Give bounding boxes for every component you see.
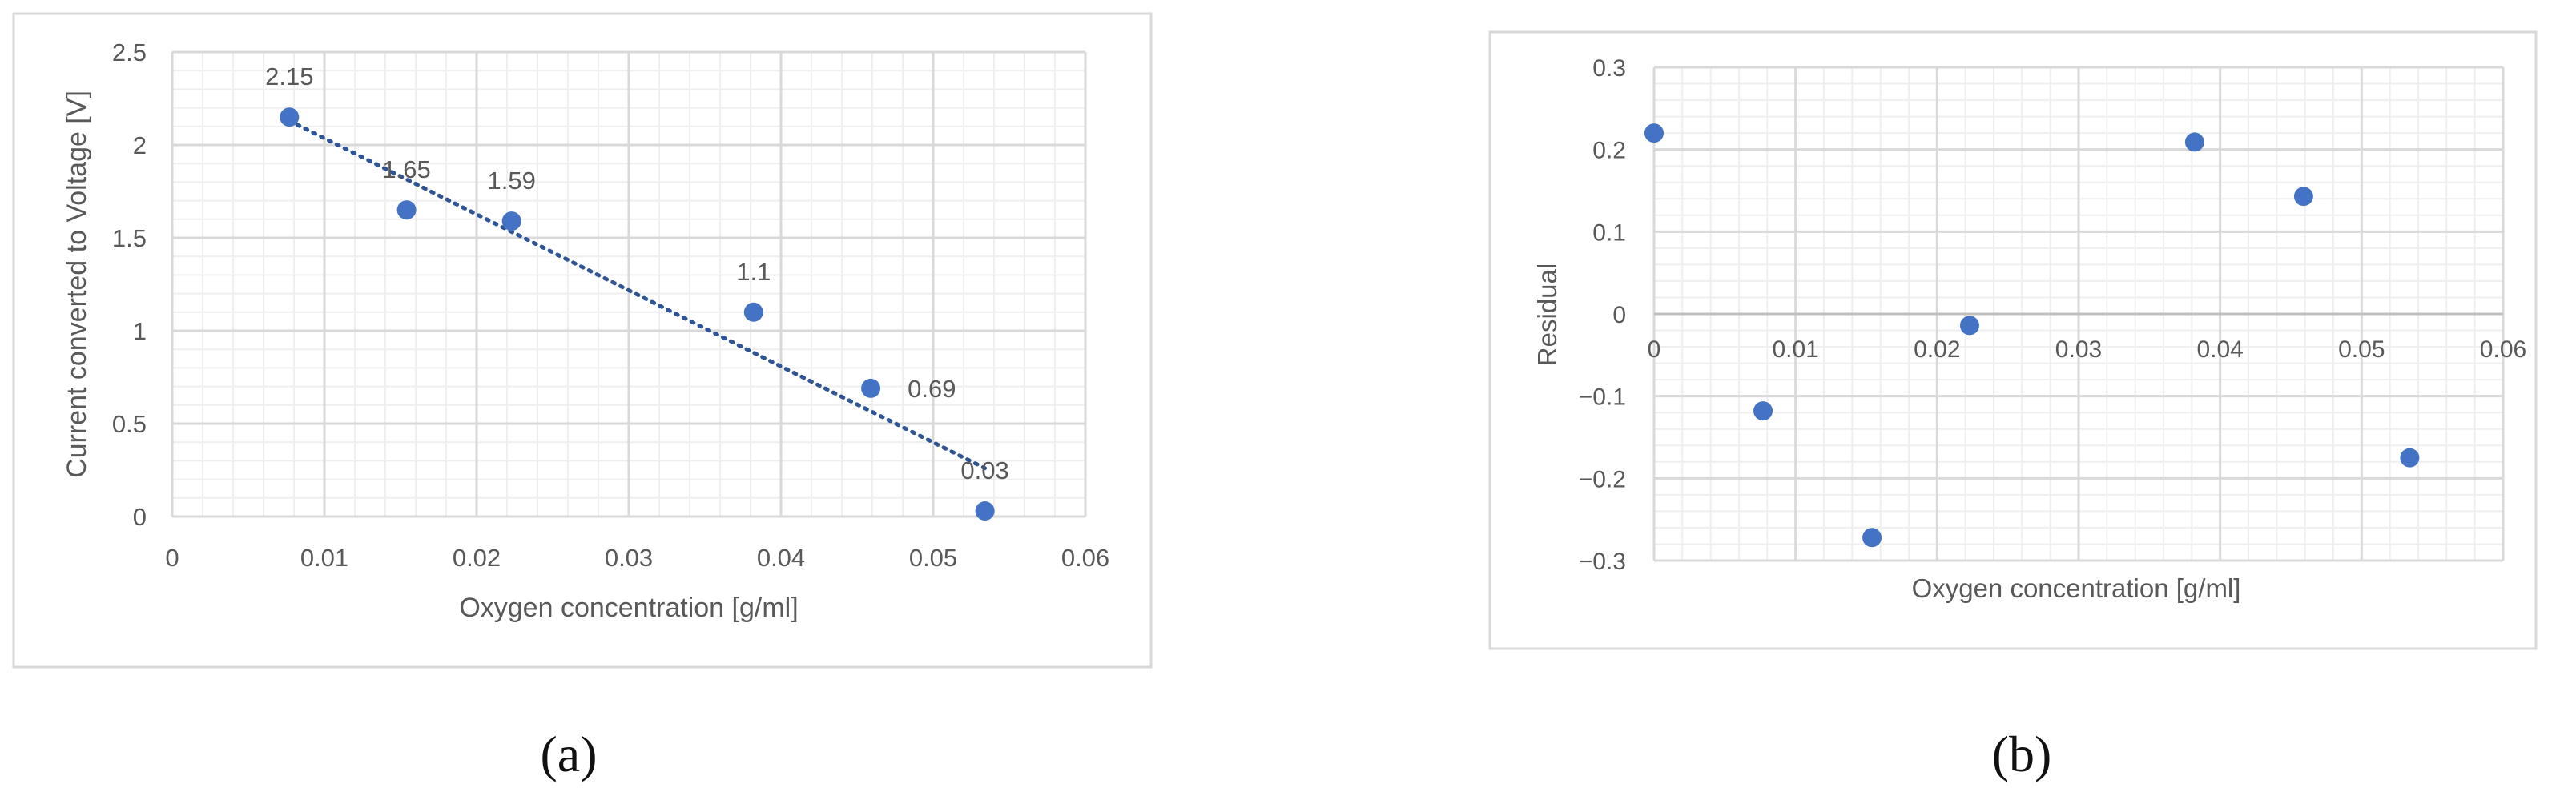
x-tick-label: 0.01 [300,544,348,572]
data-point [1644,123,1664,143]
chart-a-trendline [287,119,988,471]
y-tick-label: 2.5 [112,38,147,66]
caption-b: (b) [1991,726,2052,782]
chart-a-tick-labels: 0 0.01 0.02 0.03 0.04 0.05 0.06 0 0.5 1 1.5 2 2.5 [112,38,1109,572]
x-tick-label: 0 [1648,336,1661,363]
data-point [1753,401,1773,421]
x-tick-label: 0.05 [2338,336,2385,363]
y-tick-label: 1.5 [112,224,147,252]
y-tick-label: 0.2 [1592,138,1626,164]
y-tick-label: 0.5 [112,410,147,438]
data-point [975,501,995,521]
chart-b-y-axis-title: Residual [1532,263,1562,366]
x-tick-label: 0.03 [2055,336,2102,363]
x-tick-label: 0.05 [909,544,957,572]
chart-b-x-axis-title: Oxygen concentration [g/ml] [1912,573,2241,603]
data-point [2293,187,2313,207]
data-label: 1.1 [736,258,771,286]
chart-b: 0 0.01 0.02 0.03 0.04 0.05 0.06 −0.3 −0.2 −0.1 0 0.… [1532,55,2526,603]
data-point [1862,528,1882,548]
data-point [2400,448,2420,468]
chart-a-x-axis-title: Oxygen concentration [g/ml] [459,593,798,623]
x-tick-label: 0.06 [2480,336,2526,363]
y-tick-label: 2 [133,131,147,159]
chart-b-grid [1652,66,2505,562]
chart-a-data-labels: 2.15 1.65 1.59 1.1 0.69 0.03 [265,62,1009,484]
chart-a-grid [171,50,1087,518]
chart-a-points [280,107,995,521]
y-tick-label: 0 [1612,302,1626,328]
x-tick-label: 0.03 [605,544,653,572]
y-tick-label: 0.3 [1592,55,1626,82]
data-point [743,302,763,322]
chart-a-frame [12,12,1153,669]
caption-a: (a) [540,726,598,782]
data-point [396,200,417,220]
y-tick-label: 0 [133,503,147,531]
y-tick-label: −0.3 [1579,549,1626,575]
data-point [1959,316,1979,336]
y-tick-label: −0.1 [1579,384,1626,411]
data-label: 2.15 [265,62,313,90]
chart-b-tick-labels: 0 0.01 0.02 0.03 0.04 0.05 0.06 −0.3 −0.2 −0.1 0 0.… [1579,55,2526,575]
x-tick-label: 0.04 [757,544,805,572]
data-point [2184,132,2204,152]
data-label: 0.03 [960,456,1008,484]
chart-a: 0 0.01 0.02 0.03 0.04 0.05 0.06 0 0.5 1 1.5 2 2.5 2.… [62,38,1109,623]
data-label: 0.69 [908,375,956,403]
x-tick-label: 0.01 [1772,336,1818,363]
data-label: 1.59 [488,167,536,195]
y-tick-label: 0.1 [1592,219,1626,246]
x-tick-label: 0.06 [1061,544,1109,572]
chart-a-y-axis-title: Current converted to Voltage [V] [62,90,92,478]
chart-b-points [1644,123,2420,548]
x-tick-label: 0 [165,544,179,572]
x-tick-label: 0.02 [1914,336,1960,363]
y-tick-label: −0.2 [1579,466,1626,492]
data-point [280,107,300,127]
y-tick-label: 1 [133,317,147,345]
data-point [861,378,881,398]
x-tick-label: 0.02 [453,544,501,572]
data-label: 1.65 [382,155,430,183]
x-tick-label: 0.04 [2196,336,2243,363]
data-point [501,211,521,231]
